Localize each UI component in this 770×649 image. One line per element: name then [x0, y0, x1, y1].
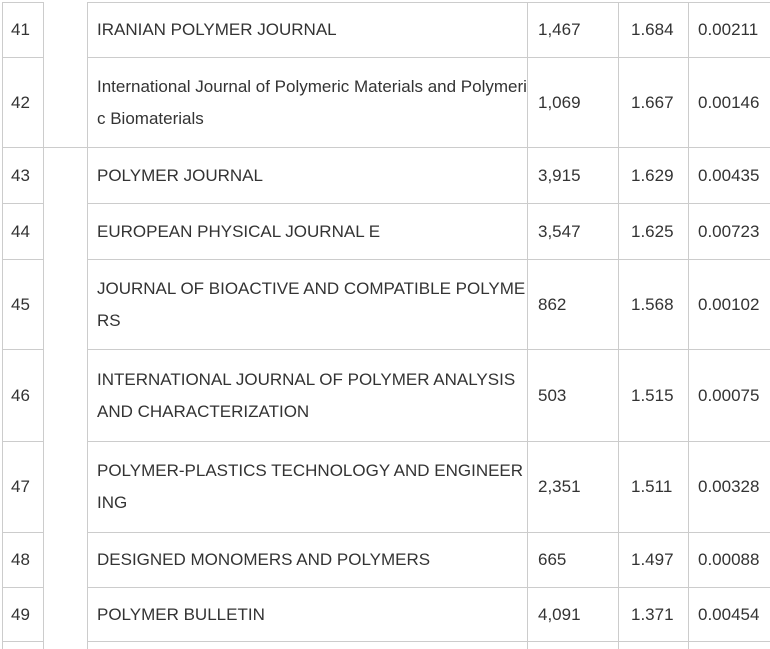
journal-name-line: POLYMER-PLASTICS TECHNOLOGY AND ENGINEER [97, 455, 527, 487]
journal-name-cell: International Journal of Polymeric Mater… [88, 58, 528, 148]
journal-name-cell: DESIGNED MONOMERS AND POLYMERS [88, 533, 528, 588]
journal-name-line: c Biomaterials [97, 103, 527, 135]
journal-name-line: RS [97, 305, 527, 337]
journal-name-cell: EUROPEAN PHYSICAL JOURNAL E [88, 204, 528, 260]
score-cell: 0.00211 [689, 3, 770, 58]
impact-factor-cell: 1.511 [619, 442, 689, 533]
rank-cell [3, 642, 44, 649]
impact-factor-cell: 1.625 [619, 204, 689, 260]
total-cites-cell: 862 [528, 260, 619, 350]
score-cell: 0.00146 [689, 58, 770, 148]
journal-name-line: IRANIAN POLYMER JOURNAL [97, 14, 527, 46]
impact-factor-cell: 1.515 [619, 350, 689, 442]
journal-name-cell: JOURNAL OF BIOACTIVE AND COMPATIBLE POLY… [88, 260, 528, 350]
score-cell: 0.00088 [689, 533, 770, 588]
impact-factor-cell: 1.497 [619, 533, 689, 588]
score-cell: 0.00102 [689, 260, 770, 350]
impact-factor-cell: 1.629 [619, 148, 689, 204]
journal-name-cell: IRANIAN POLYMER JOURNAL [88, 3, 528, 58]
score-cell: 0.00723 [689, 204, 770, 260]
impact-factor-cell: 1.568 [619, 260, 689, 350]
journal-name-line: ING [97, 487, 527, 519]
impact-factor-cell: 1.684 [619, 3, 689, 58]
rank-cell: 45 [3, 260, 44, 350]
impact-factor-cell: 1.667 [619, 58, 689, 148]
journal-name-line: INTERNATIONAL JOURNAL OF POLYMER ANALYSI… [97, 364, 527, 396]
factor-cell [619, 642, 689, 649]
journal-name-line: POLYMER JOURNAL [97, 160, 527, 192]
rank-cell: 42 [3, 58, 44, 148]
impact-factor-cell: 1.371 [619, 588, 689, 642]
table-row: 46 INTERNATIONAL JOURNAL OF POLYMER ANALY… [3, 350, 770, 442]
total-cites-cell: 2,351 [528, 442, 619, 533]
journal-name-line: AND CHARACTERIZATION [97, 396, 527, 428]
score-cell: 0.00328 [689, 442, 770, 533]
total-cites-cell: 1,069 [528, 58, 619, 148]
total-cites-cell: 3,915 [528, 148, 619, 204]
rank-cell: 46 [3, 350, 44, 442]
score-cell: 0.00075 [689, 350, 770, 442]
total-cites-cell: 4,091 [528, 588, 619, 642]
journal-name-line: JOURNAL OF BIOACTIVE AND COMPATIBLE POLY… [97, 273, 527, 305]
rank-cell: 48 [3, 533, 44, 588]
journal-name-line: International Journal of Polymeric Mater… [97, 71, 527, 103]
rank-cell: 44 [3, 204, 44, 260]
journal-name-line: POLYMER BULLETIN [97, 599, 527, 631]
table-row: 42 International Journal of Polymeric Mat… [3, 58, 770, 148]
cites-cell [528, 642, 619, 649]
table-row: 47 POLYMER-PLASTICS TECHNOLOGY AND ENGINE… [3, 442, 770, 533]
rank-cell: 47 [3, 442, 44, 533]
score-cell: 0.00435 [689, 148, 770, 204]
journal-cell [88, 642, 528, 649]
rank-cell: 49 [3, 588, 44, 642]
journal-name-line: DESIGNED MONOMERS AND POLYMERS [97, 544, 527, 576]
total-cites-cell: 503 [528, 350, 619, 442]
journal-name-cell: INTERNATIONAL JOURNAL OF POLYMER ANALYSI… [88, 350, 528, 442]
score-cell [689, 642, 770, 649]
select-cell [44, 148, 88, 649]
journal-name-line: EUROPEAN PHYSICAL JOURNAL E [97, 216, 527, 248]
table-row: 45 JOURNAL OF BIOACTIVE AND COMPATIBLE PO… [3, 260, 770, 350]
total-cites-cell: 665 [528, 533, 619, 588]
select-cell [44, 3, 88, 148]
rank-cell: 43 [3, 148, 44, 204]
rank-cell: 41 [3, 3, 44, 58]
table-row-partial [3, 642, 770, 649]
total-cites-cell: 3,547 [528, 204, 619, 260]
score-cell: 0.00454 [689, 588, 770, 642]
journal-name-cell: POLYMER-PLASTICS TECHNOLOGY AND ENGINEER… [88, 442, 528, 533]
journal-name-cell: POLYMER BULLETIN [88, 588, 528, 642]
total-cites-cell: 1,467 [528, 3, 619, 58]
journal-name-cell: POLYMER JOURNAL [88, 148, 528, 204]
